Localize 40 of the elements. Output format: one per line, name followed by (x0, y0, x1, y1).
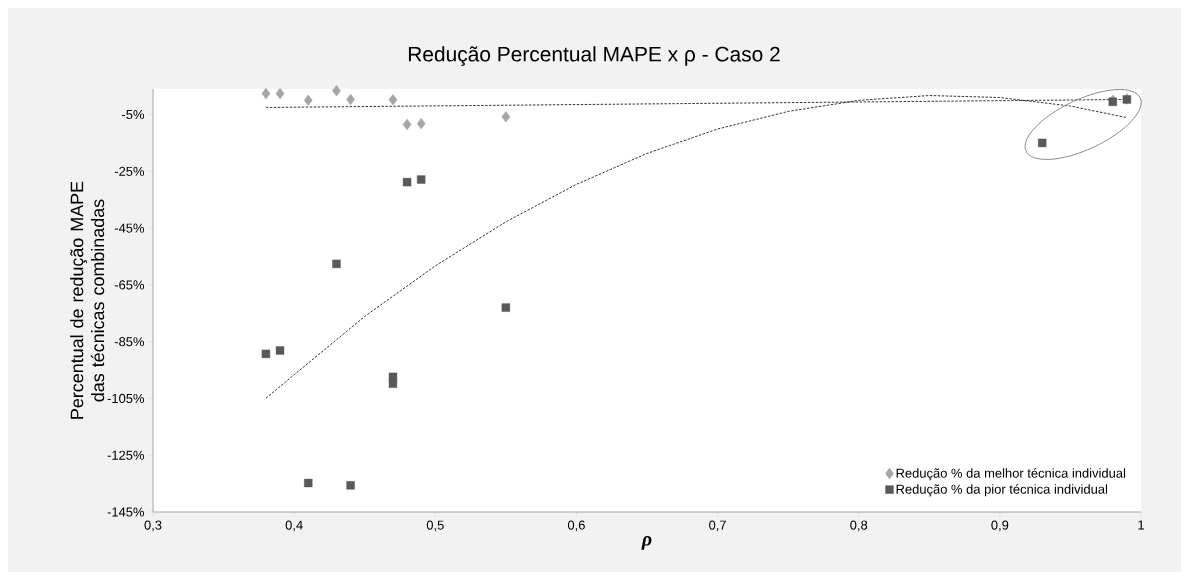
point (416, 175, 426, 184)
point (332, 85, 341, 97)
point (1038, 138, 1047, 148)
point (346, 481, 355, 490)
point (304, 478, 313, 488)
y-tick-label: -45% (114, 223, 145, 233)
y-tick-label: -5% (122, 109, 145, 120)
y-axis-title: Percentual de redução MAPE das técnicas combinadas (70, 181, 105, 419)
x-tick-label: 0,3 (144, 520, 162, 532)
point (501, 111, 511, 123)
line-series (265, 95, 1128, 399)
x-tick-label: 0,6 (567, 520, 585, 532)
point (303, 94, 313, 107)
legend-label: Redução % da pior técnica individual (896, 484, 1108, 497)
x-tick-label: 0,9 (991, 520, 1009, 532)
point (261, 349, 271, 359)
point (416, 117, 426, 130)
x-tick-label: 0,4 (285, 520, 303, 532)
y-tick-label: -145% (107, 507, 145, 517)
x-axis-title: ρ (641, 536, 652, 550)
point (275, 346, 285, 355)
point (275, 87, 285, 100)
y-tick-label: -105% (107, 393, 145, 404)
legend-label: Redução % da melhor técnica individual (896, 468, 1126, 481)
chart-title: Redução Percentual MAPE x ρ - Caso 2 (408, 46, 780, 66)
y-tick-label: -25% (114, 166, 145, 176)
x-tick-label: 0,7 (709, 520, 726, 532)
point (402, 177, 412, 187)
point (261, 87, 271, 100)
point (402, 118, 412, 131)
point (332, 259, 341, 269)
x-tick-label: 1 (1138, 520, 1144, 530)
y-tick-label: -65% (114, 280, 145, 290)
point (501, 303, 511, 312)
x-tick-label: 0,8 (850, 520, 868, 532)
y-tick-label: -125% (107, 450, 145, 460)
point (388, 94, 398, 106)
y-tick-label: -85% (114, 337, 145, 347)
x-tick-label: 0,5 (426, 520, 444, 532)
point (388, 379, 398, 388)
